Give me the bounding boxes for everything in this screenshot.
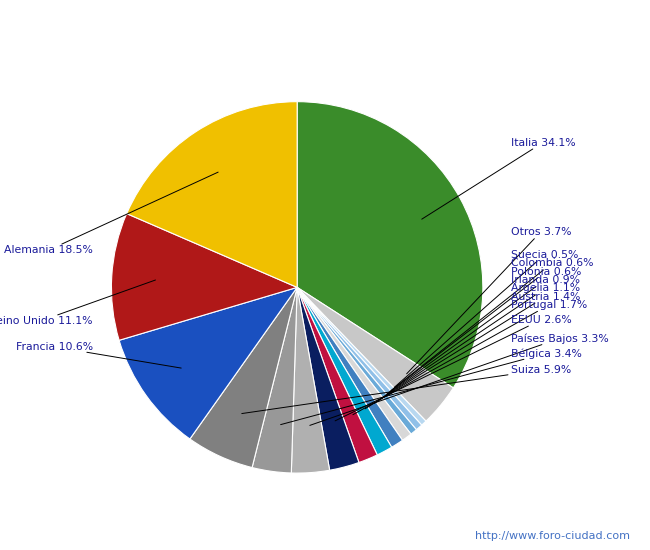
Wedge shape xyxy=(291,287,330,473)
Text: Argelia 1.1%: Argelia 1.1% xyxy=(374,283,580,403)
Wedge shape xyxy=(119,287,297,439)
Wedge shape xyxy=(297,287,453,421)
Text: Francia 10.6%: Francia 10.6% xyxy=(16,342,181,368)
Wedge shape xyxy=(297,287,377,463)
Wedge shape xyxy=(297,287,411,441)
Text: EEUU 2.6%: EEUU 2.6% xyxy=(335,315,571,421)
Text: Austria 1.4%: Austria 1.4% xyxy=(365,292,580,409)
Wedge shape xyxy=(111,213,297,340)
Wedge shape xyxy=(127,102,297,287)
Text: Otros 3.7%: Otros 3.7% xyxy=(407,227,571,374)
Wedge shape xyxy=(297,287,422,430)
Text: Polonia 0.6%: Polonia 0.6% xyxy=(387,267,581,394)
Text: Bélgica 3.4%: Bélgica 3.4% xyxy=(281,348,582,425)
Wedge shape xyxy=(297,102,483,388)
Wedge shape xyxy=(297,287,426,425)
Text: Suecia 0.5%: Suecia 0.5% xyxy=(395,250,578,387)
Wedge shape xyxy=(190,287,297,468)
Wedge shape xyxy=(297,287,402,447)
Wedge shape xyxy=(297,287,392,455)
Text: Países Bajos 3.3%: Países Bajos 3.3% xyxy=(310,333,608,425)
Text: Portugal 1.7%: Portugal 1.7% xyxy=(353,300,587,415)
Text: Alemania 18.5%: Alemania 18.5% xyxy=(4,172,218,255)
Text: http://www.foro-ciudad.com: http://www.foro-ciudad.com xyxy=(476,531,630,541)
Text: Irlanda 0.9%: Irlanda 0.9% xyxy=(382,275,580,398)
Text: Italia 34.1%: Italia 34.1% xyxy=(422,138,575,219)
Wedge shape xyxy=(252,287,297,473)
Text: Reino Unido 11.1%: Reino Unido 11.1% xyxy=(0,280,155,326)
Wedge shape xyxy=(297,287,359,470)
Wedge shape xyxy=(297,287,417,434)
Text: Colombia 0.6%: Colombia 0.6% xyxy=(391,258,593,390)
Text: Suiza 5.9%: Suiza 5.9% xyxy=(242,365,571,414)
Text: Formentera - Turistas extranjeros según país - Abril de 2024: Formentera - Turistas extranjeros según … xyxy=(75,18,575,34)
